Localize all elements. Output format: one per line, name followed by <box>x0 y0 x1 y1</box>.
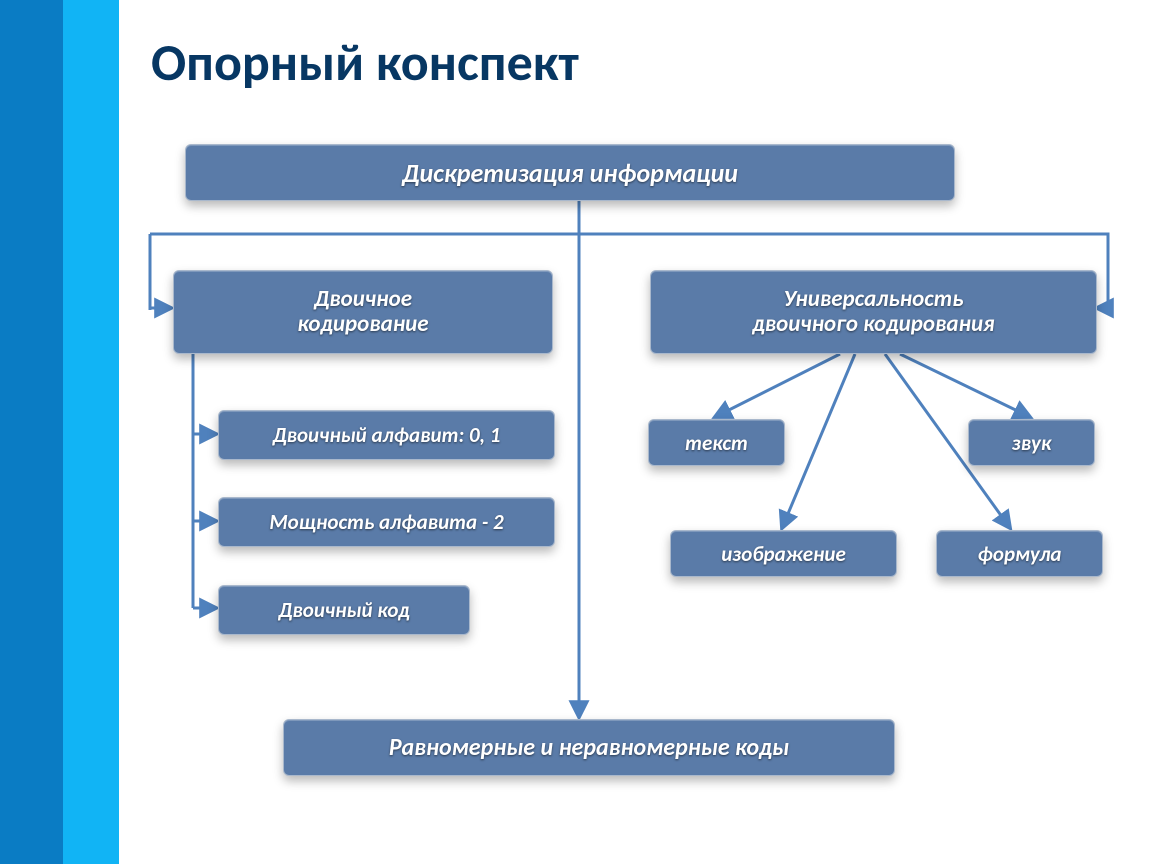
node-left-label: Двоичноекодирование <box>297 287 428 338</box>
node-right-sound: звук <box>968 419 1095 466</box>
node-left-item-2: Мощность алфавита - 2 <box>218 497 555 547</box>
right-image-label: изображение <box>721 541 846 567</box>
bottom-label: Равномерные и неравномерные коды <box>389 733 789 762</box>
sidebar-light-stripe <box>63 0 119 864</box>
right-text-label: текст <box>685 430 748 456</box>
node-right-formula: формула <box>936 530 1103 577</box>
node-right-label: Универсальностьдвоичного кодирования <box>752 287 994 338</box>
node-bottom: Равномерные и неравномерные коды <box>283 719 895 776</box>
node-left-item-3: Двоичный код <box>218 585 470 635</box>
right-sound-label: звук <box>1012 430 1052 456</box>
node-left-branch: Двоичноекодирование <box>173 270 553 354</box>
page-title: Опорный конспект <box>151 30 579 94</box>
sidebar-dark-stripe <box>0 0 63 864</box>
right-formula-label: формула <box>977 541 1061 567</box>
node-root: Дискретизация информации <box>185 144 955 201</box>
node-left-item-1: Двоичный алфавит: 0, 1 <box>218 410 555 460</box>
node-root-label: Дискретизация информации <box>402 157 738 189</box>
node-right-branch: Универсальностьдвоичного кодирования <box>650 270 1097 354</box>
left-item-2-label: Мощность алфавита - 2 <box>269 509 503 535</box>
left-item-3-label: Двоичный код <box>278 597 409 623</box>
left-item-1-label: Двоичный алфавит: 0, 1 <box>273 422 501 448</box>
node-right-image: изображение <box>670 530 897 577</box>
node-right-text: текст <box>648 419 785 466</box>
